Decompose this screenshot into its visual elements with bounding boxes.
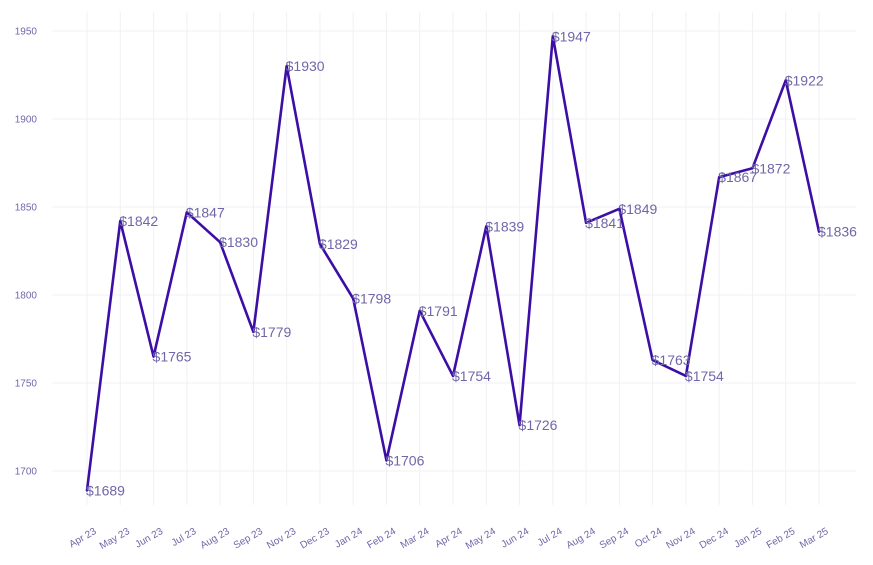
data-label: $1830 <box>219 234 258 250</box>
data-label: $1922 <box>785 72 824 88</box>
x-tick-label: Jul 24 <box>536 526 565 549</box>
y-tick-label: 1750 <box>15 379 38 390</box>
y-tick-label: 1950 <box>15 27 38 38</box>
x-tick-label: Aug 24 <box>565 526 598 552</box>
y-tick-label: 1900 <box>15 115 38 126</box>
x-tick-label: Dec 24 <box>698 526 731 552</box>
data-label: $1872 <box>751 160 790 176</box>
data-label: $1847 <box>186 204 225 220</box>
y-axis-ticks: 1700 1750 1800 1850 1900 1950 <box>15 27 38 478</box>
data-label: $1842 <box>119 213 158 229</box>
data-label: $1849 <box>618 201 657 217</box>
x-tick-label: Aug 23 <box>199 526 232 552</box>
y-tick-label: 1700 <box>15 467 38 478</box>
data-label: $1947 <box>552 28 591 44</box>
data-label: $1867 <box>718 169 757 185</box>
data-label: $1930 <box>286 58 325 74</box>
data-label: $1798 <box>352 291 391 307</box>
x-tick-label: Sep 24 <box>598 526 631 552</box>
data-label: $1726 <box>519 417 558 433</box>
data-label: $1754 <box>452 368 491 384</box>
x-tick-label: Feb 25 <box>765 526 798 551</box>
x-tick-label: Jun 23 <box>134 526 166 551</box>
x-tick-label: Apr 24 <box>433 526 464 550</box>
data-labels: $1689 $1842 $1765 $1847 $1830 $1779 $1930 $1829… <box>86 28 857 498</box>
x-tick-label: Jul 23 <box>170 526 199 549</box>
data-label: $1841 <box>585 215 624 231</box>
x-tick-label: May 23 <box>98 526 132 552</box>
x-tick-label: Sep 23 <box>232 526 265 552</box>
x-tick-label: Jan 24 <box>333 526 365 551</box>
data-label: $1779 <box>252 324 291 340</box>
data-label: $1706 <box>385 452 424 468</box>
x-tick-label: Oct 24 <box>633 526 664 550</box>
x-tick-label: Jan 25 <box>732 526 764 551</box>
grid <box>52 12 856 505</box>
data-label: $1754 <box>685 368 724 384</box>
x-axis-ticks: Apr 23 May 23 Jun 23 Jul 23 Aug 23 Sep 23 Nov … <box>67 526 830 552</box>
x-tick-label: Apr 23 <box>67 526 98 550</box>
data-label: $1836 <box>818 224 857 240</box>
data-label: $1829 <box>319 236 358 252</box>
x-tick-label: Dec 23 <box>298 526 331 552</box>
x-tick-label: Nov 24 <box>664 526 697 552</box>
y-tick-label: 1800 <box>15 291 38 302</box>
y-tick-label: 1850 <box>15 203 38 214</box>
x-tick-label: Mar 24 <box>399 526 432 551</box>
series-line <box>85 34 821 492</box>
data-label: $1791 <box>419 303 458 319</box>
data-label: $1763 <box>652 352 691 368</box>
data-label: $1689 <box>86 482 125 498</box>
x-tick-label: May 24 <box>464 526 498 552</box>
series-layer <box>85 34 821 492</box>
x-tick-label: Nov 23 <box>265 526 298 552</box>
x-tick-label: Mar 25 <box>798 526 831 551</box>
x-tick-label: Feb 24 <box>365 526 398 551</box>
x-tick-label: Jun 24 <box>500 526 532 551</box>
data-label: $1765 <box>153 349 192 365</box>
data-label: $1839 <box>485 218 524 234</box>
